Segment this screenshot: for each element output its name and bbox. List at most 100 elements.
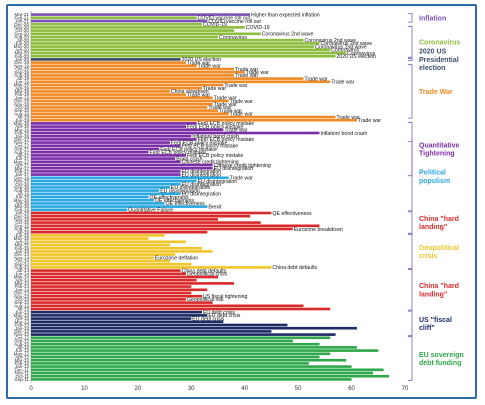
month-tick-label: Jul-15 — [16, 230, 29, 235]
bar-annotation: Quantitative Failure — [128, 208, 173, 214]
bar-annotation: Coronavirus 2nd wave — [321, 41, 373, 47]
month-tick-label: Jun-15 — [15, 233, 29, 238]
month-tick-label: Nov-16 — [14, 179, 29, 184]
month-bar — [31, 147, 160, 151]
month-bar — [31, 221, 261, 224]
month-tick-label: Nov-12 — [14, 332, 29, 337]
month-bar — [31, 253, 176, 256]
month-tick-label: Nov-11 — [15, 371, 30, 376]
month-bar — [31, 35, 218, 39]
theme-bracket — [408, 211, 413, 234]
month-bar — [31, 32, 261, 36]
month-bar — [31, 99, 229, 103]
month-tick-label: Nov-14 — [14, 255, 29, 260]
month-bar — [31, 160, 181, 164]
month-tick-label: Nov-19 — [14, 63, 29, 68]
month-tick-label: Sep-20 — [14, 31, 29, 36]
bar-annotation: Fed/ ECB policy mistake — [187, 153, 244, 159]
bar-annotation: Fed/ ECB policy mistake — [187, 124, 244, 130]
month-bar — [31, 115, 336, 119]
month-tick-label: Feb-16 — [14, 207, 29, 212]
x-tick-label: 10 — [81, 386, 88, 392]
bar-annotation: QE effectiveness — [272, 211, 312, 217]
month-tick-label: Feb-21 — [14, 15, 29, 20]
theme-bracket — [408, 141, 413, 212]
month-bar — [31, 259, 170, 263]
bar-annotation: Coronavirus — [331, 48, 359, 54]
theme-label: US "fiscal cliff" — [419, 317, 452, 332]
bar-annotation: Trade war — [331, 80, 354, 86]
month-bar — [31, 346, 357, 349]
month-bar — [31, 339, 293, 343]
bar-annotation: Trade war — [224, 83, 247, 89]
month-tick-label: Sep-12 — [14, 339, 29, 344]
month-tick-label: Apr-16 — [15, 201, 29, 206]
month-tick-label: May-16 — [14, 198, 30, 203]
month-bar — [31, 278, 197, 282]
month-tick-label: Jan-20 — [15, 57, 29, 62]
x-tick-label: 20 — [135, 386, 142, 392]
month-tick-label: Jan-13 — [15, 326, 29, 331]
month-tick-label: Sep-16 — [14, 185, 29, 190]
bar-annotation: Trade war — [203, 86, 226, 92]
month-tick-label: Nov-13 — [14, 294, 29, 299]
month-bar — [31, 365, 352, 368]
month-bar — [31, 349, 379, 352]
month-bar — [31, 19, 208, 23]
month-tick-label: Jun-18 — [15, 118, 29, 123]
month-bar — [31, 243, 170, 247]
month-bar — [31, 208, 128, 212]
month-tick-label: Dec-20 — [14, 22, 29, 27]
month-tick-label: Sep-15 — [14, 223, 29, 228]
month-bar — [31, 336, 331, 340]
month-bar — [31, 352, 331, 356]
bar-annotation: COVID vaccine roll out — [208, 19, 261, 25]
month-tick-label: Jun-12 — [15, 348, 29, 353]
month-tick-label: Jun-19 — [15, 79, 29, 84]
month-tick-label: Aug-19 — [14, 73, 29, 78]
bar-annotation: EU disintegration — [182, 192, 222, 198]
month-tick-label: Mar-21 — [14, 12, 29, 17]
month-tick-label: May-18 — [14, 121, 30, 126]
month-bar — [31, 80, 331, 84]
month-bar — [31, 374, 389, 378]
month-bar — [31, 93, 186, 96]
chart-frame — [6, 4, 477, 399]
month-bar — [31, 90, 170, 93]
month-tick-label: Jul-13 — [16, 307, 29, 312]
month-bar — [31, 333, 336, 336]
month-bar — [31, 150, 149, 154]
month-tick-label: Jun-13 — [15, 310, 29, 315]
month-bar — [31, 29, 235, 32]
bar-annotation: Trade war — [187, 60, 210, 66]
month-bar — [31, 179, 197, 183]
month-tick-label: May-12 — [14, 351, 30, 356]
month-bar — [31, 218, 218, 221]
month-bar — [31, 170, 181, 173]
month-bar — [31, 294, 202, 298]
month-tick-label: Feb-17 — [14, 169, 29, 174]
month-bar — [31, 250, 213, 253]
bar-annotation: Trade war — [208, 105, 231, 111]
month-bar — [31, 106, 208, 109]
month-tick-label: Apr-15 — [15, 239, 29, 244]
month-bar — [31, 58, 181, 61]
month-bar — [31, 224, 320, 228]
month-tick-label: Mar-16 — [14, 204, 29, 209]
month-bar — [31, 154, 186, 157]
month-tick-label: Mar-17 — [14, 166, 29, 171]
month-tick-label: Dec-12 — [14, 329, 29, 334]
theme-bracket — [408, 25, 413, 58]
bar-annotation: Chinese credit tightening — [182, 160, 239, 166]
bar-annotation: EU disintegration — [182, 182, 222, 188]
bar-annotation: COVID vaccine roll out — [198, 16, 251, 22]
month-tick-label: Mar-15 — [14, 243, 29, 248]
month-bar — [31, 173, 181, 176]
theme-label: China "hard landing" — [419, 283, 459, 298]
month-bar — [31, 48, 331, 52]
month-bar — [31, 307, 331, 311]
x-tick-label: 40 — [241, 386, 248, 392]
month-tick-label: Oct-19 — [15, 67, 29, 72]
month-bar — [31, 214, 251, 218]
month-tick-label: Mar-13 — [14, 319, 29, 324]
